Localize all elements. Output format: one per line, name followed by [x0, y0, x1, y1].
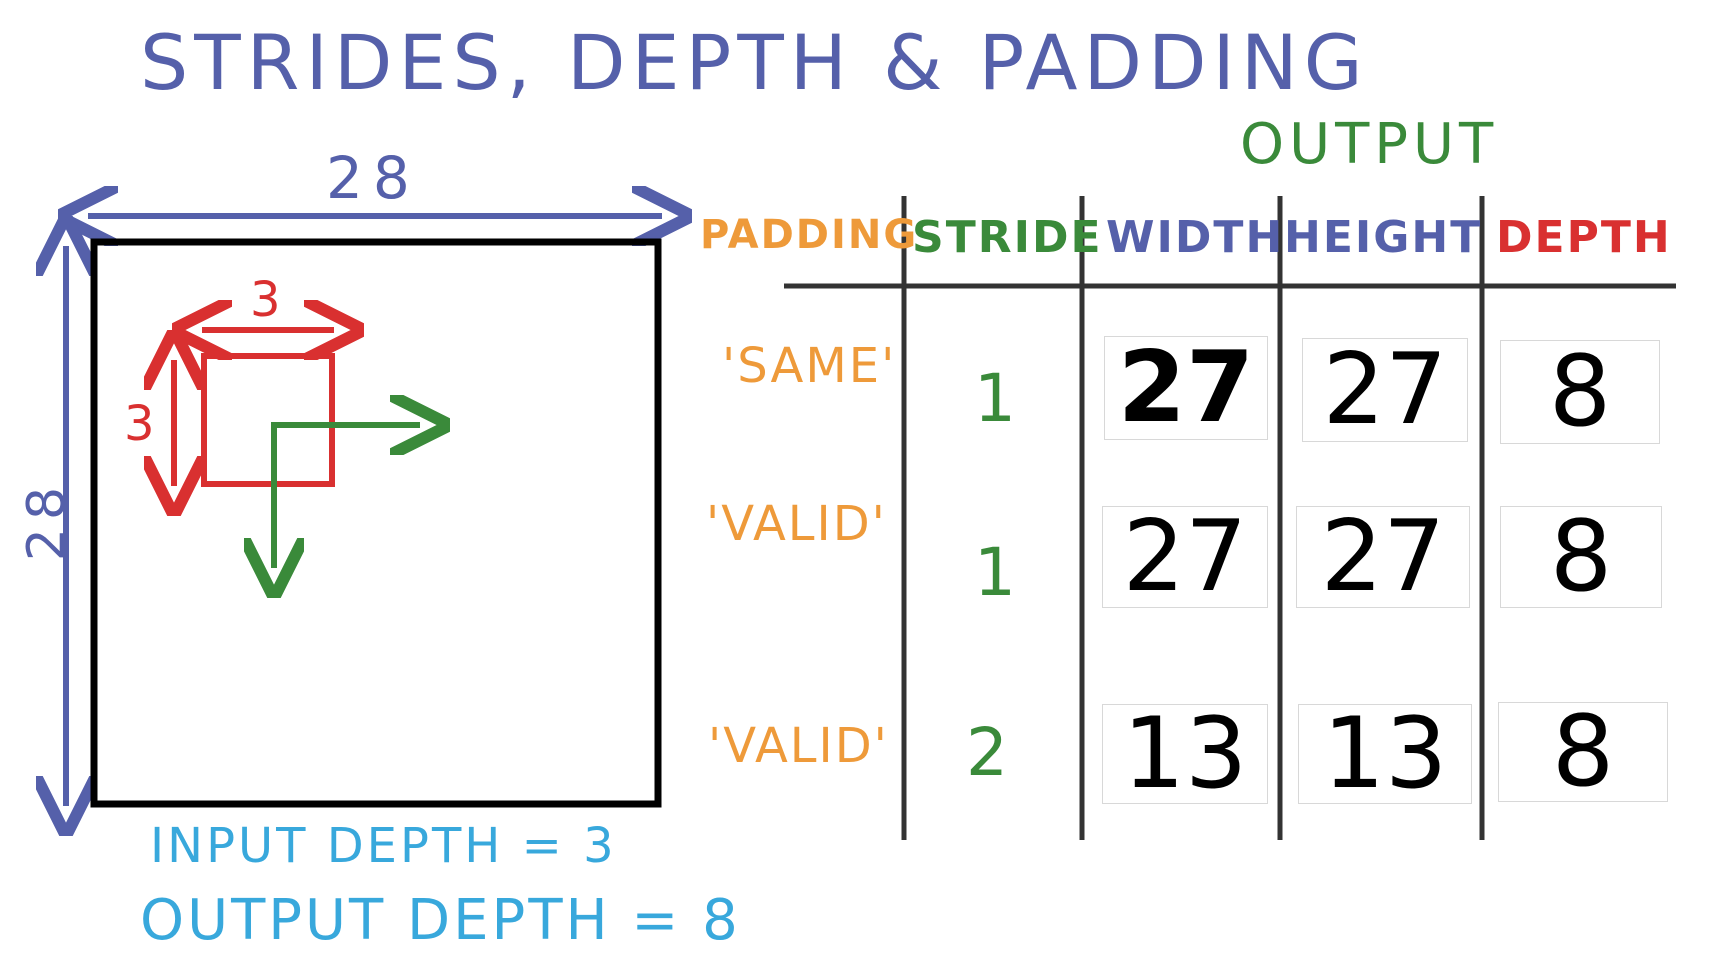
row-1-width: 27 [1104, 331, 1268, 445]
input-height-label: 28 [17, 478, 78, 562]
filter-width-label: 3 [250, 272, 283, 328]
input-square [90, 238, 662, 808]
page-title: STRIDES, DEPTH & PADDING [140, 18, 1369, 107]
column-header-depth: DEPTH [1496, 212, 1672, 263]
row-1-stride: 1 [974, 360, 1018, 437]
column-header-padding: PADDING [700, 212, 919, 258]
row-1-height: 27 [1302, 333, 1468, 447]
column-header-width: WIDTH [1106, 212, 1285, 263]
filter-height-label: 3 [124, 396, 157, 452]
column-header-height: HEIGHT [1284, 212, 1483, 263]
row-2-height: 27 [1296, 500, 1470, 614]
row-2-depth: 8 [1500, 500, 1662, 614]
output-depth-note: OUTPUT DEPTH = 8 [140, 888, 741, 953]
output-heading: OUTPUT [1240, 112, 1499, 177]
row-2-stride: 1 [974, 534, 1018, 611]
row-3-height: 13 [1298, 697, 1472, 811]
input-width-label: 28 [326, 144, 420, 212]
stride-arrow-right [271, 425, 420, 490]
input-depth-note: INPUT DEPTH = 3 [150, 818, 617, 874]
row-3-padding: 'VALID' [708, 718, 889, 774]
filter-box [201, 353, 335, 487]
row-3-stride: 2 [966, 714, 1010, 791]
row-1-padding: 'SAME' [722, 338, 897, 394]
row-2-width: 27 [1102, 500, 1268, 614]
row-1-depth: 8 [1500, 335, 1660, 449]
column-header-stride: STRIDE [912, 212, 1103, 263]
row-2-padding: 'VALID' [706, 496, 887, 552]
row-3-width: 13 [1102, 697, 1268, 811]
row-3-depth: 8 [1498, 695, 1668, 809]
